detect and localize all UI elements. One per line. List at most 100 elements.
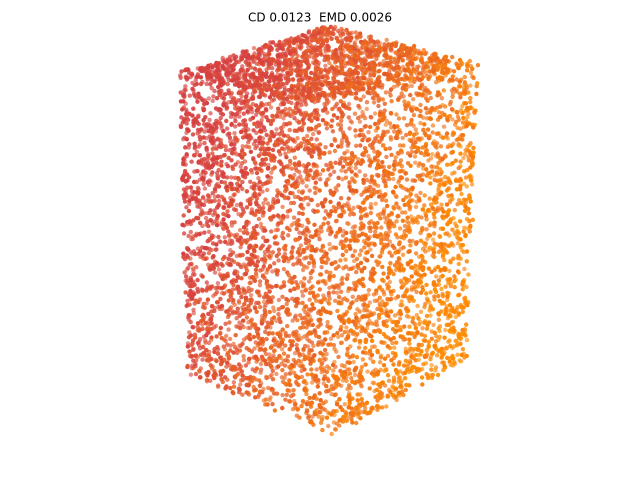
point (211, 94, 216, 99)
point (270, 377, 276, 382)
point (224, 102, 229, 107)
point (343, 43, 348, 48)
point (216, 143, 222, 149)
point (215, 204, 220, 210)
point (429, 362, 434, 368)
point (191, 106, 196, 111)
point (343, 36, 348, 41)
point (237, 366, 243, 372)
point (311, 343, 316, 349)
point (284, 392, 289, 397)
point (443, 59, 448, 64)
point (186, 208, 192, 214)
point (284, 155, 289, 160)
point (267, 289, 272, 294)
point (251, 193, 256, 198)
point (275, 87, 280, 92)
point (208, 208, 213, 213)
point (250, 367, 255, 372)
point (239, 237, 244, 242)
point (339, 40, 345, 46)
point (231, 350, 236, 355)
point (284, 164, 290, 169)
point (239, 168, 244, 174)
point (217, 72, 222, 77)
point (305, 332, 310, 338)
point (195, 99, 200, 104)
point (295, 53, 300, 59)
point (200, 106, 206, 111)
point (354, 420, 359, 426)
point (262, 253, 268, 258)
point (288, 365, 293, 370)
point (302, 276, 307, 281)
point (417, 71, 422, 76)
point (376, 69, 381, 74)
point (261, 235, 266, 240)
point (317, 237, 322, 242)
point (406, 330, 411, 336)
point (275, 193, 280, 198)
point (197, 200, 203, 205)
point (226, 256, 231, 261)
point (293, 166, 298, 171)
point (363, 43, 368, 48)
point (407, 337, 412, 342)
point (385, 203, 390, 209)
point (200, 313, 205, 319)
point (194, 149, 200, 154)
point (424, 50, 429, 56)
point (234, 373, 239, 378)
point (254, 202, 259, 207)
point (299, 289, 305, 294)
point (402, 223, 408, 229)
point (361, 81, 366, 87)
point (300, 54, 305, 59)
point (262, 52, 267, 57)
point (269, 316, 275, 322)
point (240, 186, 245, 192)
point (302, 256, 307, 261)
point (237, 152, 242, 158)
point (248, 179, 253, 184)
point (251, 128, 256, 133)
point (239, 213, 244, 218)
point (243, 264, 248, 269)
point (187, 262, 192, 267)
point (213, 62, 219, 67)
point (218, 81, 224, 86)
point (420, 60, 425, 65)
point (439, 202, 444, 207)
point (244, 382, 250, 387)
point (358, 209, 364, 214)
point (400, 58, 405, 63)
point (228, 248, 233, 253)
point (351, 76, 356, 81)
point (189, 354, 194, 359)
point (367, 86, 372, 91)
point (315, 342, 321, 347)
point (268, 179, 273, 185)
point (280, 367, 285, 373)
point (248, 301, 253, 306)
point (275, 188, 280, 193)
point (224, 69, 229, 75)
point (369, 338, 375, 343)
point (265, 174, 270, 179)
point (277, 96, 282, 101)
point (289, 250, 294, 255)
point (435, 56, 440, 61)
point (257, 336, 262, 341)
point (264, 74, 269, 80)
point (289, 342, 294, 348)
point (365, 52, 370, 57)
point (331, 31, 336, 37)
point (203, 215, 209, 221)
point (301, 121, 306, 126)
point (205, 219, 210, 225)
point (195, 289, 201, 294)
point (293, 280, 299, 285)
point (308, 275, 314, 280)
point (246, 127, 251, 132)
point (428, 290, 433, 295)
